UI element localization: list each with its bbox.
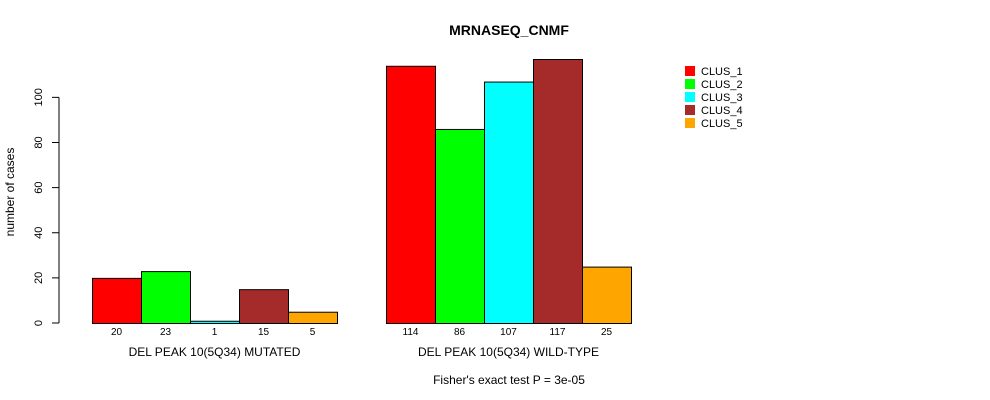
bar-count-label: 107 <box>500 327 517 338</box>
bar-clus-2-group-1 <box>141 271 191 325</box>
y-tick-label: 60 <box>33 181 45 193</box>
y-axis: 0 20 40 60 80 100 <box>33 88 60 326</box>
legend-entry: CLUS_5 <box>701 118 743 130</box>
group-label: DEL PEAK 10(5Q34) WILD-TYPE <box>418 345 599 359</box>
legend-swatch <box>685 105 695 115</box>
bar-clus-4-group-2 <box>533 59 583 324</box>
bar-clus-2-group-2 <box>435 128 485 324</box>
y-axis-label: number of cases <box>3 148 17 237</box>
group-labels: DEL PEAK 10(5Q34) MUTATED DEL PEAK 10(5Q3… <box>129 345 599 359</box>
legend-entry: CLUS_2 <box>701 79 743 91</box>
legend-swatch <box>685 118 695 128</box>
legend-entry: CLUS_1 <box>701 66 743 78</box>
bar-clus-1-group-1 <box>92 277 142 324</box>
group-label: DEL PEAK 10(5Q34) MUTATED <box>129 345 301 359</box>
bar-clus-3-group-2 <box>484 81 534 324</box>
bar-clus-3-group-1 <box>190 320 240 325</box>
bar-count-label: 15 <box>258 327 270 338</box>
bar-clus-5-group-1 <box>288 311 338 325</box>
bar-count-label: 117 <box>550 327 566 338</box>
bar-clus-1-group-2 <box>386 65 436 325</box>
legend-swatch <box>685 79 695 89</box>
bar-count-label: 5 <box>310 327 316 338</box>
chart-title: MRNASEQ_CNMF <box>449 22 569 38</box>
y-tick-label: 0 <box>33 320 45 326</box>
legend-swatch <box>685 66 695 76</box>
y-tick-label: 100 <box>33 88 45 106</box>
legend-swatch <box>685 92 695 102</box>
y-tick-label: 20 <box>33 272 45 284</box>
legend-entry: CLUS_3 <box>701 92 743 104</box>
bar-clus-5-group-2 <box>582 266 632 325</box>
bar-clus-4-group-1 <box>239 289 289 324</box>
y-tick-label: 40 <box>33 227 45 239</box>
bar-count-label: 114 <box>403 327 419 338</box>
bar-count-label: 1 <box>212 327 218 338</box>
bar-count-label: 20 <box>111 327 123 338</box>
bar-count-label: 25 <box>601 327 613 338</box>
legend-entry: CLUS_4 <box>701 105 743 117</box>
bars <box>92 59 632 325</box>
count-labels: 20 23 1 15 5 114 86 107 117 25 <box>111 327 613 338</box>
fisher-test-footnote: Fisher's exact test P = 3e-05 <box>433 373 585 387</box>
y-tick-label: 80 <box>33 136 45 148</box>
bar-count-label: 23 <box>160 327 172 338</box>
bar-count-label: 86 <box>454 327 466 338</box>
